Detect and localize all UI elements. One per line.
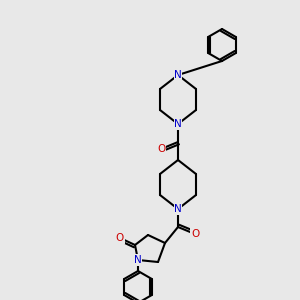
Text: N: N	[174, 204, 182, 214]
Text: O: O	[116, 233, 124, 243]
Text: O: O	[157, 144, 165, 154]
Text: N: N	[174, 70, 182, 80]
Text: N: N	[174, 119, 182, 129]
Text: O: O	[191, 229, 199, 239]
Text: N: N	[134, 255, 142, 265]
